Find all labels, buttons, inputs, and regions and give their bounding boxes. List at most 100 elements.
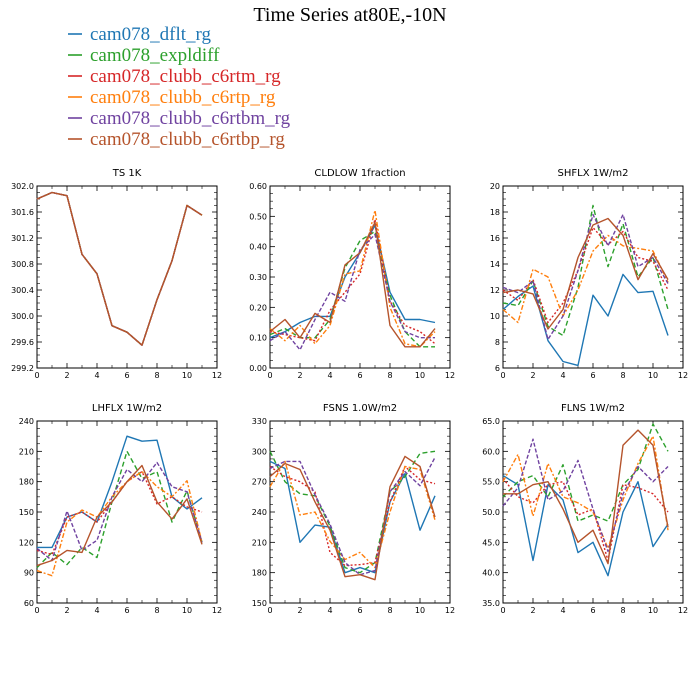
x-tick-label: 8 (387, 371, 392, 380)
series-line (502, 213, 669, 341)
x-tick-label: 12 (678, 371, 688, 380)
x-tick-label: 2 (64, 371, 69, 380)
y-tick-label: 300.8 (11, 260, 34, 269)
y-tick-label: 0.50 (249, 212, 267, 221)
x-tick-label: 8 (387, 606, 392, 615)
y-tick-label: 40.0 (482, 569, 500, 578)
chart-panel: TS 1K 0 2 4 6 8 10 12 299.2 299.6 300.0 300.4 300.8 3… (11, 168, 222, 380)
y-tick-label: 16 (490, 234, 500, 243)
series-line (502, 475, 669, 577)
x-tick-label: 0 (500, 606, 505, 615)
y-tick-label: 210 (19, 447, 34, 456)
x-tick-label: 12 (212, 606, 222, 615)
y-tick-label: 300.4 (11, 286, 34, 295)
series-line (269, 233, 435, 351)
y-tick-label: 0.60 (249, 182, 267, 191)
chart-panels: TS 1K 0 2 4 6 8 10 12 299.2 299.6 300.0 300.4 300.8 3… (11, 168, 688, 615)
y-tick-label: 50.0 (482, 508, 500, 517)
y-tick-label: 60 (24, 599, 34, 608)
series-line (269, 221, 436, 348)
series-line (502, 435, 669, 550)
y-tick-label: 20 (490, 182, 500, 191)
legend-label: cam078_clubb_c6rtbp_rg (90, 129, 285, 150)
y-tick-label: 90 (24, 569, 34, 578)
y-tick-label: 10 (490, 312, 500, 321)
x-tick-label: 0 (500, 371, 505, 380)
series-line (502, 438, 669, 553)
legend-entry: cam078_clubb_c6rtp_rg (68, 87, 276, 108)
plot-frame (502, 420, 684, 604)
series-line (36, 470, 203, 556)
panel-title: CLDLOW 1fraction (314, 168, 405, 179)
y-tick-label: 0.10 (249, 334, 267, 343)
y-tick-label: 0.30 (249, 273, 267, 282)
y-tick-label: 0.20 (249, 303, 267, 312)
chart-panel: LHFLX 1W/m2 0 2 4 6 8 10 12 60 90 120 150 180 210 240 (19, 403, 222, 615)
y-tick-label: 8 (495, 338, 500, 347)
series-line (269, 450, 436, 574)
y-tick-label: 299.2 (11, 364, 34, 373)
x-tick-label: 0 (34, 371, 39, 380)
y-tick-label: 0.00 (249, 364, 267, 373)
legend-entry: cam078_clubb_c6rtbp_rg (68, 129, 285, 150)
x-tick-label: 12 (445, 371, 455, 380)
x-tick-label: 2 (530, 371, 535, 380)
series-line (502, 226, 669, 324)
chart-panel: FLNS 1W/m2 0 2 4 6 8 10 12 35.0 40.0 45.0 50.0 55.0 6… (482, 403, 688, 615)
series-line (502, 204, 669, 337)
series-line (502, 273, 669, 367)
legend-label: cam078_clubb_c6rtm_rg (90, 66, 281, 87)
x-tick-label: 8 (154, 371, 159, 380)
legend: cam078_dflt_rgcam078_expldiffcam078_club… (68, 24, 291, 150)
series-line (502, 217, 669, 330)
panel-title: LHFLX 1W/m2 (92, 403, 162, 414)
plot-frame (502, 185, 684, 369)
series-line (36, 191, 203, 346)
chart-panel: FSNS 1.0W/m2 0 2 4 6 8 10 12 150 180 210 240 270 300 3… (252, 403, 455, 615)
x-tick-label: 12 (445, 606, 455, 615)
series-line (36, 191, 203, 346)
x-tick-label: 6 (124, 606, 129, 615)
x-tick-label: 2 (297, 606, 302, 615)
y-tick-label: 60.0 (482, 447, 500, 456)
chart-panel: SHFLX 1W/m2 0 2 4 6 8 10 12 6 8 10 12 14 16 18 20 (490, 168, 688, 380)
y-tick-label: 45.0 (482, 538, 500, 547)
plot-frame (269, 185, 451, 369)
x-tick-label: 4 (560, 606, 565, 615)
legend-label: cam078_dflt_rg (90, 24, 212, 45)
x-tick-label: 0 (267, 371, 272, 380)
y-tick-label: 18 (490, 208, 500, 217)
legend-label: cam078_clubb_c6rtp_rg (90, 87, 276, 108)
panel-title: FLNS 1W/m2 (561, 403, 625, 414)
series-line (36, 470, 203, 577)
x-tick-label: 10 (648, 606, 658, 615)
series-line (269, 224, 436, 339)
y-tick-label: 14 (490, 260, 500, 269)
x-tick-label: 2 (64, 606, 69, 615)
x-tick-label: 8 (154, 606, 159, 615)
y-tick-label: 300 (252, 447, 267, 456)
x-tick-label: 4 (94, 371, 99, 380)
x-tick-label: 10 (648, 371, 658, 380)
x-tick-label: 12 (678, 606, 688, 615)
y-tick-label: 6 (495, 364, 500, 373)
series-line (269, 455, 436, 581)
x-tick-label: 10 (415, 606, 425, 615)
x-tick-label: 8 (620, 371, 625, 380)
x-tick-label: 10 (415, 371, 425, 380)
x-tick-label: 10 (182, 371, 192, 380)
x-tick-label: 2 (530, 606, 535, 615)
legend-label: cam078_expldiff (90, 45, 220, 66)
legend-label: cam078_clubb_c6rtbm_rg (90, 108, 291, 129)
y-tick-label: 301.2 (11, 234, 34, 243)
series-line (502, 423, 669, 522)
y-tick-label: 300.0 (11, 312, 34, 321)
x-tick-label: 6 (590, 371, 595, 380)
series-line (503, 429, 669, 565)
series-line (36, 191, 203, 346)
legend-entry: cam078_clubb_c6rtm_rg (68, 66, 281, 87)
series-line (269, 209, 436, 348)
y-tick-label: 120 (19, 538, 34, 547)
y-tick-label: 240 (19, 417, 34, 426)
